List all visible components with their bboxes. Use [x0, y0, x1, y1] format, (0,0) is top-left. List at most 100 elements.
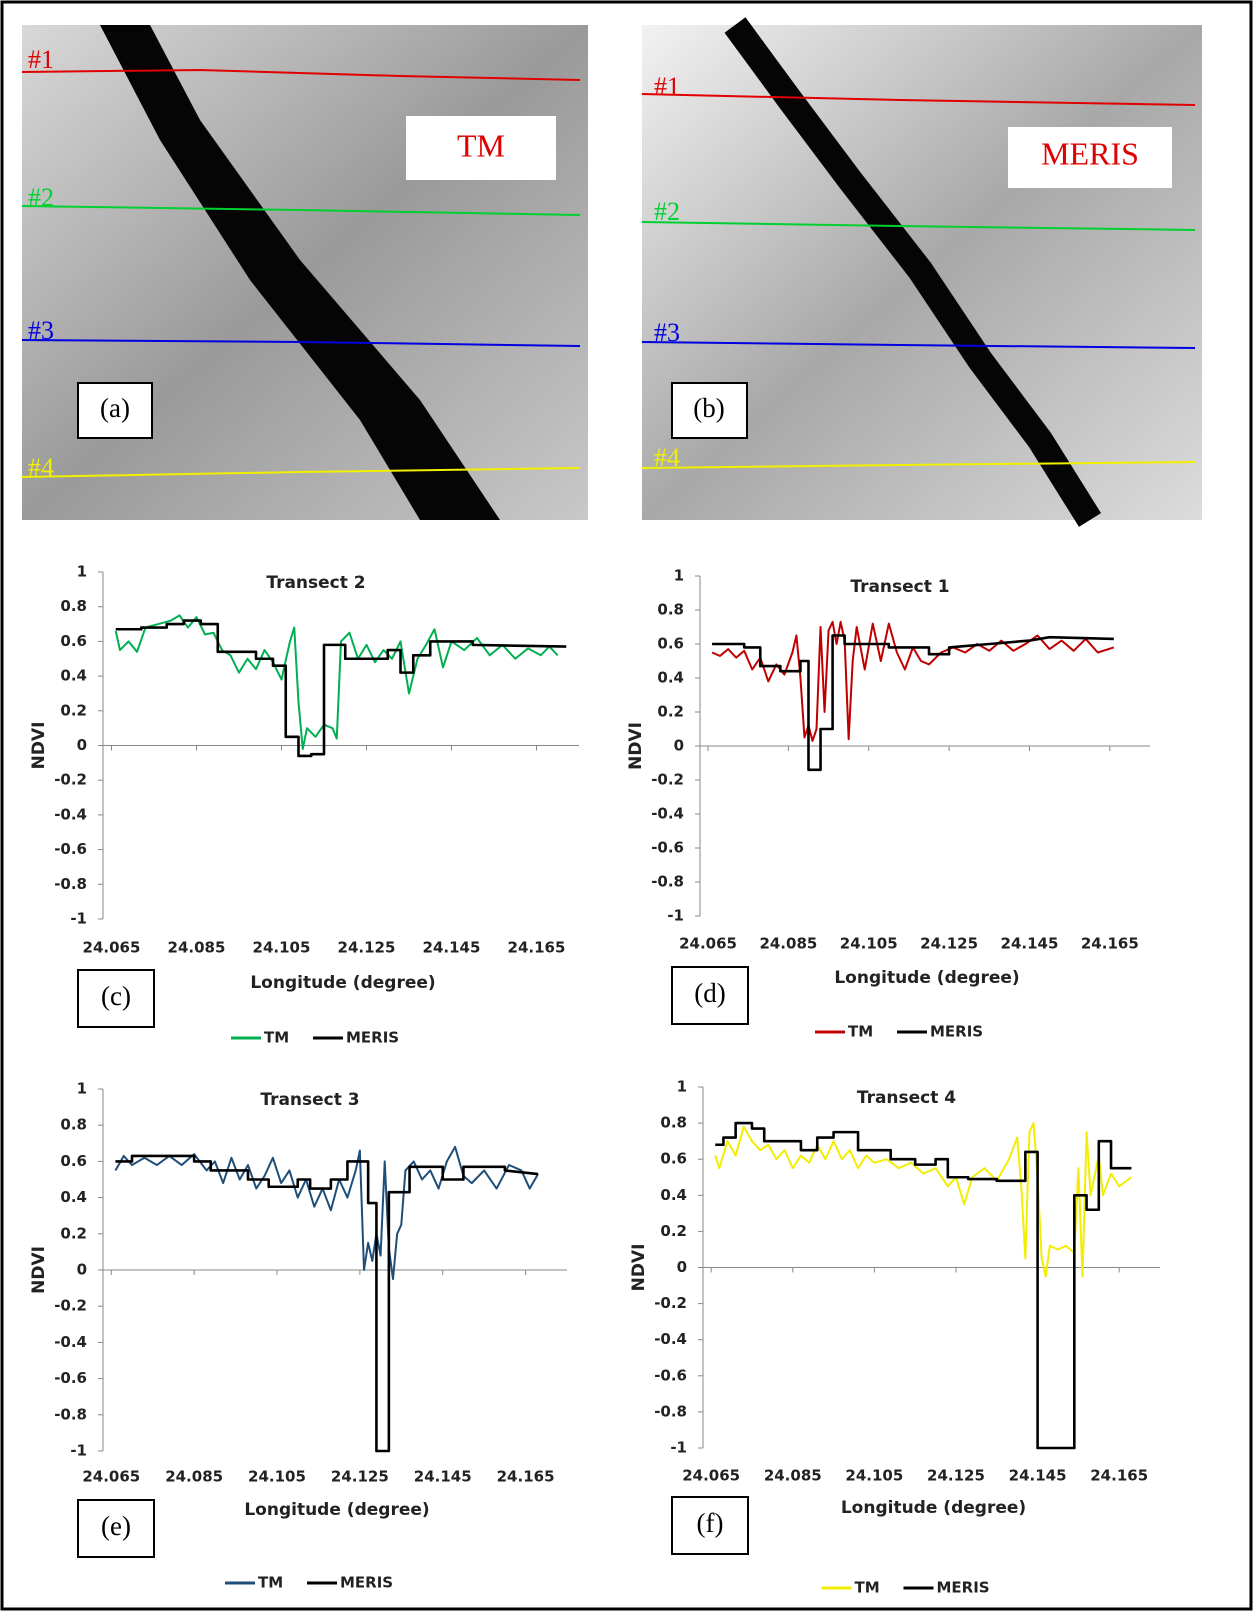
- tm-image: #1 #2 #3 #4 TM (a): [21, 25, 588, 520]
- y-tick-label: -0.4: [654, 1330, 687, 1348]
- series-line: [115, 619, 567, 758]
- y-tick-label: -0.2: [54, 1297, 87, 1315]
- y-tick-label: 0.6: [657, 635, 684, 653]
- meris-image: #1 #2 #3 #4 MERIS (b): [641, 17, 1202, 527]
- panel-label: (f): [697, 1508, 724, 1538]
- legend-label: MERIS: [346, 1029, 399, 1047]
- chart-title: Transect 4: [857, 1088, 956, 1108]
- x-tick-label: 24.145: [423, 939, 481, 957]
- chart-title: Transect 3: [260, 1090, 359, 1110]
- legend-label: MERIS: [937, 1579, 990, 1597]
- x-tick-label: 24.165: [497, 1468, 555, 1486]
- x-tick-label: 24.065: [679, 935, 737, 953]
- y-axis-label: NDVI: [629, 1244, 649, 1292]
- image-label: MERIS: [1041, 135, 1139, 171]
- y-tick-label: 0.4: [660, 1186, 687, 1204]
- legend-label: TM: [258, 1574, 283, 1592]
- x-axis-label: Longitude (degree): [834, 968, 1019, 988]
- x-tick-label: 24.125: [331, 1468, 389, 1486]
- series-line: [114, 614, 559, 750]
- panel-label: (b): [693, 393, 724, 423]
- x-tick-label: 24.165: [1081, 935, 1139, 953]
- x-tick-label: 24.065: [682, 1467, 740, 1485]
- transect-label: #3: [654, 318, 680, 347]
- x-tick-label: 24.105: [840, 935, 898, 953]
- y-axis-label: NDVI: [29, 722, 49, 770]
- x-axis-label: Longitude (degree): [244, 1500, 429, 1520]
- x-tick-label: 24.145: [414, 1468, 472, 1486]
- y-tick-label: 0.8: [657, 601, 684, 619]
- y-tick-label: -0.8: [651, 873, 684, 891]
- x-tick-label: 24.085: [759, 935, 817, 953]
- panel-label: (a): [100, 393, 130, 423]
- y-tick-label: -0.8: [54, 1405, 87, 1423]
- x-axis-label: Longitude (degree): [250, 973, 435, 993]
- legend-label: TM: [848, 1023, 873, 1041]
- y-tick-label: -1: [70, 1442, 87, 1460]
- y-tick-label: -0.2: [651, 771, 684, 789]
- panel-label: (e): [101, 1511, 131, 1541]
- panel-box: [77, 1499, 155, 1558]
- x-tick-label: 24.085: [168, 939, 226, 957]
- x-tick-label: 24.065: [82, 1468, 140, 1486]
- y-tick-label: 0: [674, 737, 684, 755]
- y-tick-label: -0.6: [651, 839, 684, 857]
- y-tick-label: 1: [77, 1080, 87, 1098]
- x-tick-label: 24.065: [83, 939, 141, 957]
- transect-label: #4: [654, 443, 680, 472]
- y-tick-label: -0.4: [54, 1333, 87, 1351]
- series-line: [714, 1122, 1133, 1278]
- legend-label: TM: [264, 1029, 289, 1047]
- series-line: [115, 1154, 539, 1453]
- x-tick-label: 24.125: [920, 935, 978, 953]
- y-tick-label: -1: [667, 907, 684, 925]
- transect-label: #4: [28, 453, 54, 482]
- panel-box: [77, 969, 155, 1028]
- x-tick-label: 24.125: [338, 939, 396, 957]
- chart-title: Transect 1: [850, 577, 949, 597]
- y-tick-label: 0.6: [60, 1152, 87, 1170]
- y-tick-label: -1: [70, 910, 87, 928]
- y-tick-label: -0.6: [54, 1369, 87, 1387]
- y-tick-label: -0.6: [654, 1366, 687, 1384]
- x-tick-label: 24.085: [764, 1467, 822, 1485]
- panel-label: (d): [694, 978, 725, 1008]
- y-tick-label: 0.2: [60, 701, 87, 719]
- panel-box: [671, 1496, 749, 1555]
- x-tick-label: 24.105: [845, 1467, 903, 1485]
- y-tick-label: -1: [670, 1439, 687, 1457]
- x-tick-label: 24.105: [253, 939, 311, 957]
- y-tick-label: 0.8: [660, 1114, 687, 1132]
- y-tick-label: -0.6: [54, 840, 87, 858]
- y-tick-label: 0.6: [660, 1150, 687, 1168]
- y-tick-label: 0.8: [60, 1116, 87, 1134]
- x-tick-label: 24.165: [1090, 1467, 1148, 1485]
- transect-label: #2: [654, 197, 680, 226]
- y-tick-label: 0.4: [657, 669, 684, 687]
- x-tick-label: 24.125: [927, 1467, 985, 1485]
- series-line: [712, 634, 1114, 772]
- y-tick-label: 0.4: [60, 667, 87, 685]
- y-tick-label: 0.6: [60, 632, 87, 650]
- legend-label: MERIS: [930, 1023, 983, 1041]
- y-axis-label: NDVI: [29, 1246, 49, 1294]
- y-tick-label: 0.2: [60, 1224, 87, 1242]
- legend-label: TM: [855, 1579, 880, 1597]
- transect-label: #1: [28, 45, 54, 74]
- x-tick-label: 24.105: [248, 1468, 306, 1486]
- series-line: [114, 1145, 539, 1281]
- x-tick-label: 24.085: [165, 1468, 223, 1486]
- y-tick-label: 0.2: [660, 1222, 687, 1240]
- y-tick-label: -0.8: [654, 1402, 687, 1420]
- x-axis-label: Longitude (degree): [841, 1498, 1026, 1518]
- transect-label: #2: [28, 183, 54, 212]
- y-tick-label: 0: [77, 1261, 87, 1279]
- x-tick-label: 24.145: [1001, 935, 1059, 953]
- y-tick-label: 0: [677, 1258, 687, 1276]
- y-tick-label: 1: [674, 567, 684, 585]
- transect-label: #1: [654, 72, 680, 101]
- series-line: [711, 620, 1115, 742]
- panel-box: [671, 966, 749, 1025]
